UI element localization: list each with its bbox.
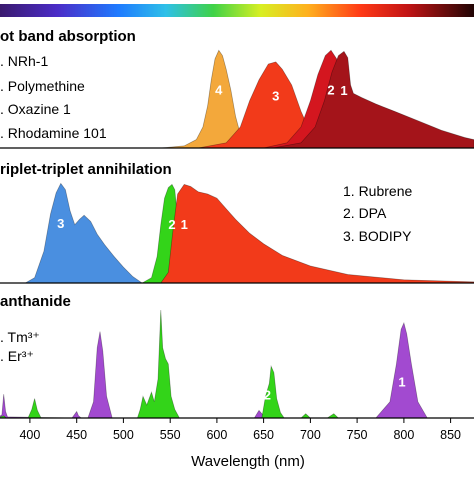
- spectrum-bar: [0, 4, 474, 17]
- legend-item: . NRh-1: [0, 53, 48, 69]
- legend-item: 2. DPA: [343, 205, 387, 221]
- peak-label: 1: [398, 375, 405, 390]
- x-axis-ticks: 400 450 500 550 600 650 700 750 800 850: [19, 418, 461, 442]
- x-tick-label: 850: [440, 428, 461, 442]
- x-tick-label: 600: [206, 428, 227, 442]
- panel-absorption-title: ot band absorption: [0, 28, 136, 45]
- peak-label: 2: [168, 217, 175, 232]
- x-tick-label: 800: [393, 428, 414, 442]
- x-tick-label: 400: [19, 428, 40, 442]
- peak-label: 1: [340, 83, 347, 98]
- dye-1-area: [272, 50, 474, 149]
- peak-label: 3: [57, 216, 64, 231]
- bodipy-area: [23, 182, 144, 284]
- x-tick-label: 500: [113, 428, 134, 442]
- peak-label: 1: [181, 217, 188, 232]
- peak-label: 2: [264, 388, 271, 403]
- er-emission-area: [0, 309, 340, 419]
- legend-item: . Tm³⁺: [0, 329, 40, 345]
- x-tick-label: 650: [253, 428, 274, 442]
- peak-label: 3: [272, 89, 279, 104]
- legend-item: . Rhodamine 101: [0, 125, 107, 141]
- peak-label: 2: [327, 82, 334, 97]
- legend-item: . Er³⁺: [0, 348, 34, 364]
- panel-lanthanide: 21 anthanide . Tm³⁺ . Er³⁺: [0, 293, 474, 419]
- tm-emission-area: [0, 321, 428, 419]
- panel-lanthanide-areas: 21: [0, 309, 428, 419]
- legend-item: . Polymethine: [0, 78, 85, 94]
- peak-label: 4: [215, 82, 223, 97]
- x-axis-title: Wavelength (nm): [191, 453, 305, 470]
- legend-item: 1. Rubrene: [343, 183, 412, 199]
- legend-item: 3. BODIPY: [343, 228, 412, 244]
- panel-ttu-title: riplet-triplet annihilation: [0, 161, 172, 178]
- legend-item: . Oxazine 1: [0, 101, 71, 117]
- x-tick-label: 550: [160, 428, 181, 442]
- x-tick-label: 750: [347, 428, 368, 442]
- x-tick-label: 450: [66, 428, 87, 442]
- x-tick-label: 700: [300, 428, 321, 442]
- panel-lanthanide-title: anthanide: [0, 293, 71, 310]
- rubrene-area: [160, 183, 474, 284]
